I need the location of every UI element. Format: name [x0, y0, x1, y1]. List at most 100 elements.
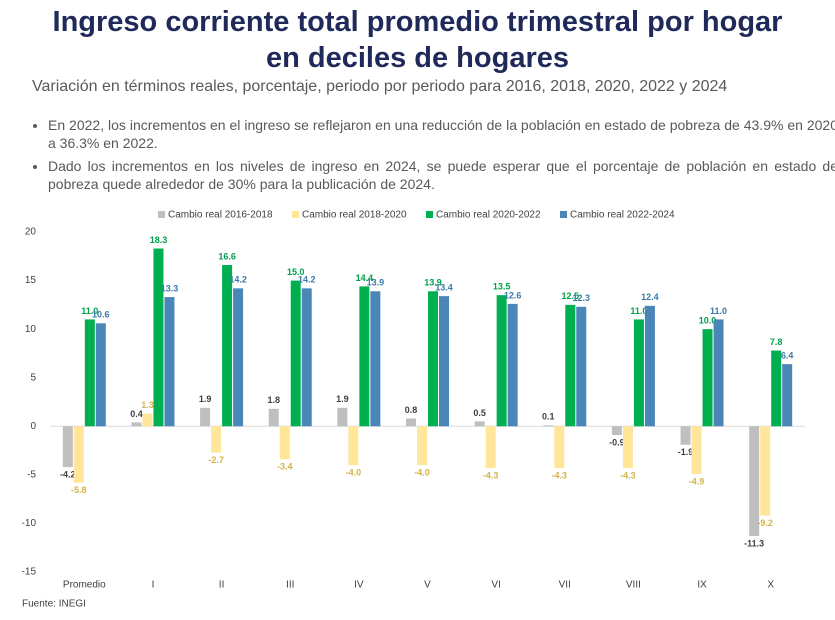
- value-label: 15.0: [287, 267, 305, 277]
- value-label: 16.6: [218, 251, 236, 261]
- value-label: 0.5: [473, 408, 486, 418]
- value-label: 0.8: [405, 405, 418, 415]
- bar: [153, 248, 164, 427]
- bar: [485, 426, 496, 469]
- value-label: 11.0: [81, 306, 98, 316]
- value-label: -9.2: [757, 518, 773, 528]
- bar: [301, 288, 312, 427]
- bullet: Dado los incrementos en los niveles de i…: [48, 157, 835, 193]
- bar: [142, 413, 153, 427]
- bar: [507, 303, 518, 427]
- bar: [702, 329, 713, 427]
- bar: [359, 286, 370, 427]
- value-label: 0.1: [542, 412, 555, 422]
- legend-label: Cambio real 2016-2018: [168, 210, 273, 221]
- value-label: 0.4: [130, 409, 143, 419]
- y-tick-label: -5: [27, 469, 36, 480]
- bar: [644, 305, 655, 427]
- bar: [611, 426, 622, 436]
- y-tick-label: 5: [30, 372, 36, 383]
- legend-swatch: [560, 211, 567, 218]
- bar: [782, 364, 793, 427]
- bar: [633, 319, 644, 427]
- y-tick-label: 10: [25, 324, 37, 335]
- value-label: 13.3: [161, 283, 179, 293]
- x-tick-label: IX: [697, 580, 707, 591]
- subtitle: Variación en términos reales, porcentaje…: [32, 78, 728, 95]
- value-label: -4.3: [620, 470, 636, 480]
- value-label: 12.5: [562, 291, 580, 301]
- value-label: 1.3: [141, 400, 154, 410]
- x-tick-label: VII: [559, 580, 571, 591]
- bullet: En 2022, los incrementos en el ingreso s…: [48, 116, 835, 152]
- bar: [95, 323, 106, 427]
- x-tick-label: VI: [491, 580, 500, 591]
- bar: [428, 291, 438, 427]
- bar: [554, 426, 565, 469]
- bar: [290, 280, 301, 427]
- value-label: 13.9: [424, 278, 442, 288]
- x-tick-label: IV: [354, 580, 364, 591]
- legend-label: Cambio real 2022-2024: [570, 210, 675, 221]
- value-label: 14.2: [229, 275, 247, 285]
- value-label: -4.0: [414, 468, 430, 478]
- value-label: 1.8: [267, 395, 280, 405]
- y-tick-label: 20: [25, 227, 37, 238]
- value-label: -0.9: [609, 437, 625, 447]
- bar: [268, 408, 279, 427]
- bar: [84, 319, 95, 427]
- y-tick-label: -10: [22, 518, 37, 529]
- bar: [73, 426, 84, 483]
- bar: [406, 418, 416, 427]
- value-label: 18.3: [150, 235, 168, 245]
- value-label: 12.4: [641, 292, 659, 302]
- value-label: 6.4: [781, 350, 794, 360]
- value-label: 11.0: [710, 306, 727, 316]
- value-label: 10.6: [92, 310, 110, 320]
- bar: [200, 407, 211, 427]
- value-label: 12.6: [504, 290, 522, 300]
- bar: [474, 421, 485, 427]
- bar: [164, 297, 175, 427]
- value-label: 1.9: [199, 394, 212, 404]
- bar: [131, 422, 142, 427]
- value-label: -4.3: [552, 470, 568, 480]
- x-tick-label: Promedio: [63, 580, 106, 591]
- bar: [565, 304, 576, 427]
- value-label: -4.2: [60, 469, 76, 479]
- value-label: -2.7: [208, 455, 224, 465]
- value-label: -1.9: [678, 447, 694, 457]
- bar: [211, 426, 222, 453]
- value-label: -4.9: [689, 476, 705, 486]
- value-label: 1.9: [336, 394, 349, 404]
- bar: [713, 319, 724, 427]
- x-tick-label: VIII: [626, 580, 641, 591]
- bar: [543, 425, 554, 427]
- legend-label: Cambio real 2018-2020: [302, 210, 407, 221]
- x-tick-label: I: [152, 580, 155, 591]
- bar: [370, 291, 381, 427]
- bar: [222, 265, 233, 427]
- value-label: -3.4: [277, 462, 293, 472]
- bar: [576, 306, 587, 427]
- x-tick-label: X: [767, 580, 774, 591]
- value-label: 10.0: [699, 316, 717, 326]
- x-tick-label: III: [286, 580, 294, 591]
- bar: [279, 426, 290, 460]
- bar: [622, 426, 633, 469]
- value-label: 11.0: [630, 306, 647, 316]
- source: Fuente: INEGI: [22, 599, 86, 610]
- value-label: -4.3: [483, 470, 499, 480]
- bar: [691, 426, 702, 474]
- legend-swatch: [158, 211, 165, 218]
- bar: [680, 426, 691, 445]
- legend-swatch: [426, 211, 433, 218]
- y-tick-label: 0: [30, 421, 36, 432]
- bar: [760, 426, 771, 516]
- bar: [496, 295, 507, 427]
- value-label: 13.4: [435, 282, 453, 292]
- value-label: 14.2: [298, 275, 316, 285]
- bar: [62, 426, 73, 468]
